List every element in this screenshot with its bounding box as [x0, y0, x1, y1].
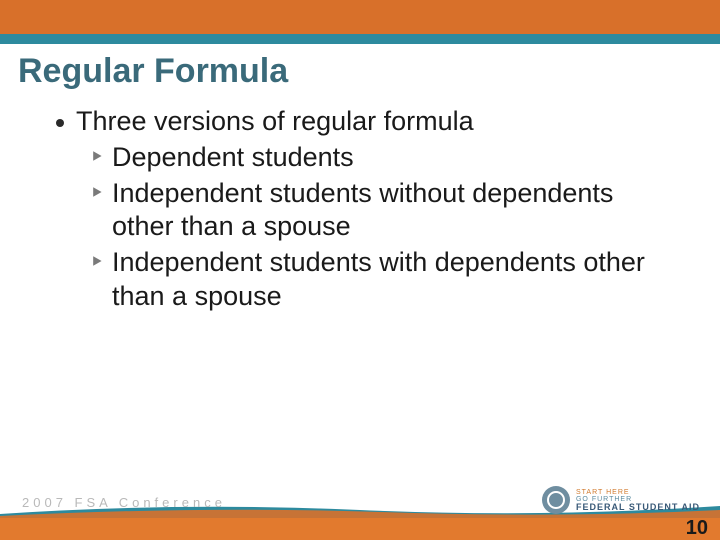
- sub-bullet-list: Dependent students Independent students …: [56, 141, 680, 314]
- chevron-right-icon: [92, 150, 104, 162]
- slide-title: Regular Formula: [18, 52, 702, 91]
- header-bar-orange: [0, 0, 720, 34]
- chevron-right-icon: [92, 255, 104, 267]
- logo-line-3: FEDERAL STUDENT AID: [576, 503, 700, 512]
- footer-conference-text: 2007 FSA Conference: [22, 495, 226, 510]
- sub-bullet-row: Independent students with dependents oth…: [92, 246, 680, 314]
- sub-bullet-text: Independent students with dependents oth…: [112, 246, 680, 314]
- bullet-text: Three versions of regular formula: [76, 105, 474, 139]
- body-area: Three versions of regular formula Depend…: [0, 97, 720, 314]
- sub-bullet-text: Independent students without dependents …: [112, 177, 680, 245]
- header-bars: [0, 0, 720, 44]
- slide: Regular Formula Three versions of regula…: [0, 0, 720, 540]
- header-bar-teal: [0, 34, 720, 44]
- footer-logo: START HERE GO FURTHER FEDERAL STUDENT AI…: [542, 486, 700, 514]
- chevron-right-icon: [92, 186, 104, 198]
- logo-text-block: START HERE GO FURTHER FEDERAL STUDENT AI…: [576, 489, 700, 512]
- sub-bullet-row: Independent students without dependents …: [92, 177, 680, 245]
- bullet-dot-icon: [56, 119, 64, 127]
- seal-icon: [542, 486, 570, 514]
- seal-inner-icon: [547, 491, 565, 509]
- page-number: 10: [686, 517, 708, 540]
- title-area: Regular Formula: [0, 44, 720, 97]
- sub-bullet-row: Dependent students: [92, 141, 680, 175]
- footer: 2007 FSA Conference START HERE GO FURTHE…: [0, 474, 720, 540]
- logo-line-1: START HERE: [576, 489, 700, 496]
- sub-bullet-text: Dependent students: [112, 141, 354, 175]
- bullet-row: Three versions of regular formula: [56, 105, 680, 139]
- footer-bottom-bar: [0, 518, 720, 540]
